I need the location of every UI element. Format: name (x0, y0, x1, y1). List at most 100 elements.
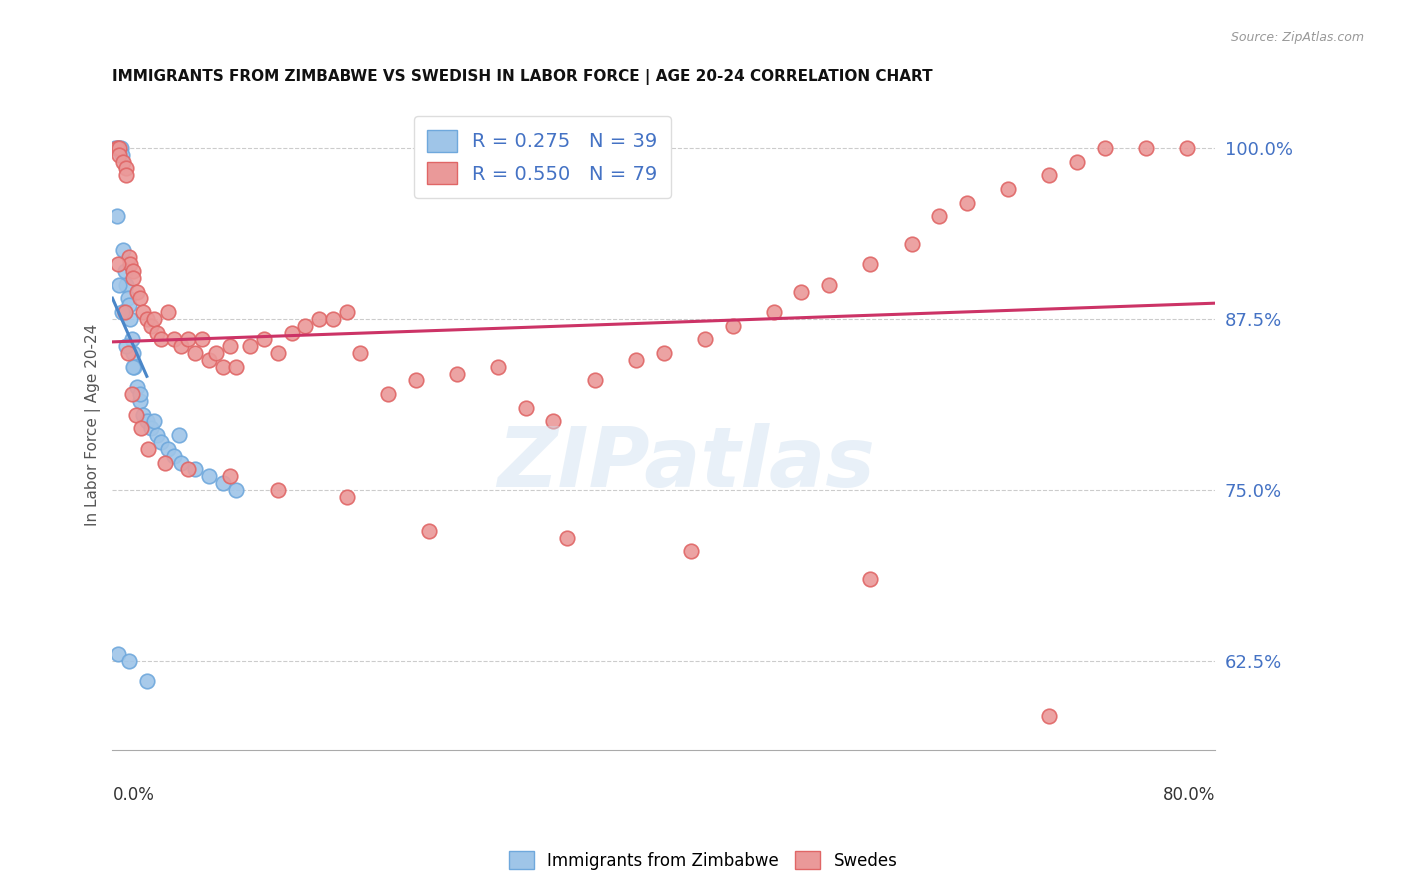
Point (294, 318, 316, 333)
Point (446, 367, 468, 381)
Point (108, 141, 131, 155)
Point (486, 359, 509, 374)
Point (107, 257, 129, 271)
Point (145, 428, 167, 442)
Point (405, 374, 427, 388)
Point (105, 209, 128, 223)
Point (135, 311, 157, 326)
Y-axis label: In Labor Force | Age 20-24: In Labor Force | Age 20-24 (86, 324, 101, 526)
Point (322, 311, 344, 326)
Text: ZIPatlas: ZIPatlas (496, 424, 875, 504)
Point (114, 264, 136, 278)
Point (211, 359, 233, 374)
Point (118, 250, 141, 264)
Point (163, 332, 186, 346)
Point (122, 270, 145, 285)
Point (1094, 141, 1116, 155)
Point (117, 346, 139, 360)
Point (198, 353, 221, 368)
Point (139, 318, 162, 333)
Point (122, 264, 145, 278)
Point (515, 401, 537, 415)
Point (117, 291, 139, 305)
Legend: R = 0.275   N = 39, R = 0.550   N = 79: R = 0.275 N = 39, R = 0.550 N = 79 (413, 116, 671, 198)
Point (211, 476, 233, 491)
Point (177, 462, 200, 476)
Point (118, 298, 141, 312)
Point (184, 346, 207, 360)
Point (652, 346, 675, 360)
Point (127, 380, 149, 394)
Text: 0.0%: 0.0% (112, 786, 155, 804)
Point (349, 346, 371, 360)
Point (956, 195, 979, 210)
Point (184, 462, 207, 476)
Point (122, 359, 145, 374)
Point (124, 359, 146, 374)
Point (145, 326, 167, 340)
Point (107, 647, 129, 661)
Point (693, 332, 716, 346)
Point (156, 305, 179, 319)
Point (859, 572, 882, 586)
Point (198, 469, 221, 483)
Point (132, 305, 155, 319)
Point (107, 141, 129, 155)
Point (115, 339, 138, 353)
Point (681, 544, 703, 558)
Point (997, 182, 1019, 196)
Point (583, 374, 606, 388)
Point (136, 442, 159, 456)
Point (153, 456, 176, 470)
Point (121, 332, 143, 346)
Point (112, 244, 135, 258)
Point (156, 442, 179, 456)
Point (1066, 154, 1088, 169)
Point (928, 209, 950, 223)
Point (129, 394, 152, 409)
Point (149, 435, 172, 450)
Point (142, 415, 165, 429)
Point (115, 168, 138, 182)
Point (105, 141, 128, 155)
Point (108, 147, 131, 161)
Point (122, 346, 145, 360)
Point (129, 387, 152, 401)
Point (1038, 708, 1060, 723)
Point (204, 346, 226, 360)
Point (120, 311, 142, 326)
Point (1135, 141, 1157, 155)
Point (218, 339, 240, 353)
Point (336, 490, 359, 504)
Point (129, 291, 152, 305)
Point (377, 387, 399, 401)
Point (555, 531, 578, 545)
Point (1038, 168, 1060, 182)
Point (225, 359, 247, 374)
Point (170, 456, 193, 470)
Point (191, 332, 214, 346)
Point (112, 154, 135, 169)
Point (225, 483, 247, 497)
Point (125, 408, 148, 422)
Point (114, 305, 136, 319)
Text: 80.0%: 80.0% (1163, 786, 1215, 804)
Point (170, 339, 193, 353)
Point (218, 469, 240, 483)
Point (142, 311, 165, 326)
Point (111, 147, 134, 161)
Point (177, 332, 200, 346)
Point (127, 285, 149, 299)
Point (149, 332, 172, 346)
Point (110, 141, 132, 155)
Point (543, 415, 565, 429)
Point (308, 311, 330, 326)
Point (267, 483, 290, 497)
Point (135, 674, 157, 689)
Point (762, 305, 785, 319)
Point (108, 141, 131, 155)
Point (111, 305, 134, 319)
Point (1175, 141, 1198, 155)
Point (118, 654, 141, 668)
Point (900, 236, 922, 251)
